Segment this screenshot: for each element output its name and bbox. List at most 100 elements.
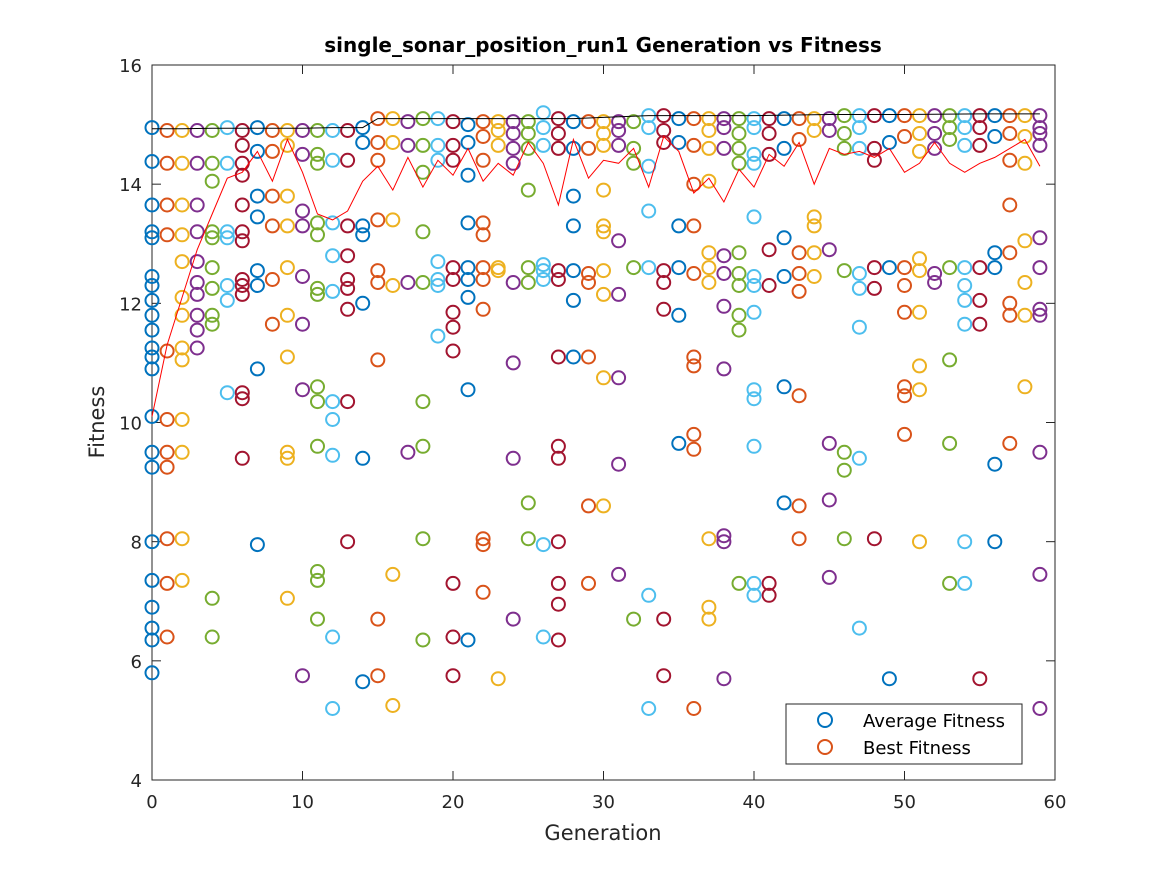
data-point [445, 114, 461, 130]
data-point [144, 224, 160, 240]
data-point [520, 126, 536, 141]
data-point [942, 435, 958, 451]
data-point [189, 123, 205, 138]
data-point [234, 385, 250, 401]
data-point [866, 152, 882, 168]
y-tick-label: 8 [131, 533, 142, 554]
data-point [912, 143, 927, 159]
data-point [430, 254, 446, 270]
data-point [716, 298, 732, 314]
x-tick-label: 40 [743, 792, 766, 813]
data-point [942, 132, 958, 147]
data-point [505, 275, 521, 290]
x-tick-label: 30 [592, 792, 615, 813]
data-point [851, 450, 867, 466]
data-point [581, 575, 596, 591]
x-axis: 0 10 20 30 40 50 60 [146, 65, 1066, 813]
data-point [791, 388, 807, 404]
data-point [626, 260, 642, 276]
data-point [581, 266, 596, 281]
data-point [1017, 108, 1033, 124]
data-point [204, 123, 220, 138]
data-point [641, 260, 657, 276]
data-point [159, 459, 175, 475]
data-point [912, 126, 927, 141]
data-point [505, 155, 521, 171]
data-point [611, 370, 627, 386]
data-point [746, 575, 762, 591]
data-point [701, 611, 717, 627]
data-point [189, 155, 205, 171]
data-point [550, 272, 566, 287]
data-point [249, 537, 265, 553]
data-point [701, 599, 717, 615]
data-point [189, 286, 205, 302]
data-point [505, 355, 521, 371]
trend-lines [151, 113, 1041, 417]
data-point [279, 444, 295, 460]
data-point [234, 450, 250, 466]
data-point [581, 498, 596, 514]
data-point [671, 435, 687, 451]
data-point [370, 135, 386, 150]
data-point [1032, 260, 1048, 276]
axes-box [151, 64, 1056, 781]
data-point [821, 435, 837, 451]
data-point [671, 307, 687, 323]
data-point [174, 227, 190, 243]
data-point [325, 701, 341, 716]
legend-marker-best-fitness [817, 739, 833, 755]
data-point [204, 173, 220, 189]
data-point [234, 278, 250, 293]
y-tick-label: 4 [131, 771, 142, 792]
data-point [776, 230, 792, 246]
data-point [987, 245, 1003, 261]
data-point [701, 173, 717, 189]
data-point [851, 319, 867, 335]
data-point [505, 450, 521, 466]
data-point [355, 450, 371, 466]
data-point [927, 266, 943, 281]
data-point [611, 233, 627, 249]
data-point [249, 361, 265, 377]
data-point [159, 227, 175, 243]
data-point [430, 278, 446, 293]
data-point [475, 531, 491, 547]
data-point [400, 137, 416, 153]
data-point [174, 155, 190, 171]
data-point [656, 301, 672, 317]
scatter-points [144, 105, 1048, 716]
data-point [310, 227, 325, 243]
data-point [611, 114, 627, 130]
data-point [731, 140, 747, 156]
data-point [520, 260, 536, 276]
data-point [791, 111, 807, 127]
data-point [686, 218, 702, 234]
data-point [310, 379, 325, 395]
data-point [731, 245, 747, 261]
data-point [987, 129, 1003, 144]
data-point [596, 370, 611, 386]
data-point [1032, 120, 1048, 136]
data-point [325, 412, 341, 427]
data-point [987, 456, 1003, 472]
data-point [295, 668, 310, 684]
data-point [144, 444, 160, 460]
data-point [219, 224, 235, 240]
data-point [881, 671, 897, 687]
data-point [325, 447, 341, 463]
data-point [310, 438, 325, 454]
data-point [686, 426, 702, 442]
data-point [445, 137, 461, 153]
data-point [791, 245, 807, 261]
data-point [264, 316, 280, 332]
data-point [310, 564, 325, 579]
data-point [806, 123, 822, 138]
data-point [490, 671, 506, 687]
data-point [340, 272, 356, 287]
data-point [204, 155, 220, 171]
data-point [1032, 301, 1048, 317]
data-point [1032, 701, 1048, 716]
data-point [626, 114, 642, 130]
data-point [264, 143, 280, 159]
